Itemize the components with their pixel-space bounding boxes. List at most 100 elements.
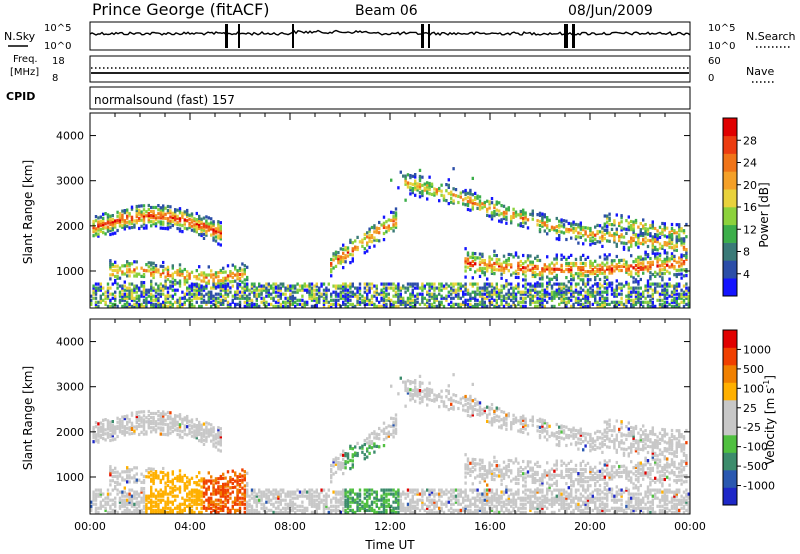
scatter-cell: [495, 260, 498, 264]
scatter-cell: [598, 296, 602, 300]
scatter-cell: [188, 498, 191, 502]
scatter-cell: [186, 433, 189, 437]
scatter-cell: [548, 279, 551, 283]
scatter-cell: [594, 265, 597, 269]
scatter-cell: [301, 302, 304, 306]
scatter-cell: [135, 266, 138, 270]
scatter-cell: [282, 300, 285, 304]
scatter-cell: [505, 207, 508, 211]
scatter-cell: [106, 221, 110, 225]
scatter-cell: [546, 275, 549, 279]
scatter-cell: [231, 263, 234, 267]
scatter-cell: [325, 506, 328, 510]
scatter-cell: [433, 191, 436, 195]
scatter-cell: [114, 429, 117, 433]
scatter-cell: [493, 211, 496, 216]
scatter-cell: [548, 282, 551, 286]
scatter-cell: [440, 282, 443, 286]
scatter-cell: [135, 284, 138, 288]
scatter-cell: [214, 506, 218, 510]
scatter-cell: [94, 233, 98, 237]
scatter-cell: [346, 284, 350, 288]
scatter-cell: [277, 288, 280, 292]
scatter-cell: [270, 284, 273, 288]
scatter-cell: [337, 492, 340, 496]
scatter-cell: [546, 255, 549, 259]
scatter-cell: [361, 238, 364, 242]
scatter-cell: [646, 302, 650, 306]
scatter-cell: [380, 282, 383, 286]
scatter-cell: [260, 286, 263, 290]
scatter-cell: [582, 304, 585, 308]
scatter-cell: [214, 304, 218, 308]
scatter-cell: [344, 284, 347, 288]
scatter-cell: [154, 214, 158, 218]
scatter-cell: [322, 292, 326, 296]
scatter-cell: [140, 304, 143, 308]
scatter-cell: [548, 267, 551, 271]
scatter-cell: [418, 183, 422, 187]
scatter-cell: [236, 302, 239, 306]
scatter-cell: [102, 422, 105, 426]
scatter-cell: [241, 272, 244, 276]
colorbar-tick-label: 28: [743, 134, 757, 147]
scatter-cell: [639, 265, 642, 269]
scatter-cell: [106, 423, 110, 427]
scatter-cell: [116, 474, 119, 478]
noise-spike: [428, 24, 430, 48]
scatter-cell: [181, 213, 184, 217]
scatter-cell: [291, 504, 294, 508]
scatter-cell: [171, 490, 174, 494]
scatter-cell: [543, 229, 546, 233]
scatter-cell: [188, 480, 191, 484]
scatter-cell: [351, 292, 354, 296]
scatter-cell: [262, 302, 266, 306]
scatter-cell: [649, 284, 652, 288]
scatter-cell: [342, 257, 345, 261]
scatter-cell: [296, 504, 299, 508]
scatter-cell: [140, 224, 143, 228]
scatter-cell: [668, 239, 671, 243]
scatter-cell: [639, 241, 642, 245]
scatter-cell: [140, 292, 143, 296]
scatter-cell: [166, 510, 170, 514]
scatter-cell: [680, 237, 683, 241]
scatter-cell: [402, 286, 405, 290]
scatter-cell: [500, 266, 503, 270]
scatter-cell: [250, 508, 254, 512]
scatter-cell: [200, 273, 203, 277]
scatter-cell: [670, 292, 674, 296]
scatter-cell: [534, 270, 537, 275]
scatter-cell: [572, 226, 575, 230]
scatter-cell: [301, 504, 304, 508]
scatter-cell: [154, 424, 158, 428]
scatter-cell: [433, 193, 436, 197]
scatter-cell: [426, 290, 429, 294]
scatter-cell: [483, 296, 486, 300]
scatter-cell: [358, 296, 362, 300]
scatter-cell: [469, 296, 472, 300]
scatter-cell: [498, 201, 501, 205]
scatter-cell: [318, 494, 321, 498]
scatter-cell: [603, 302, 606, 306]
scatter-cell: [394, 294, 398, 298]
scatter-cell: [366, 241, 369, 245]
scatter-cell: [128, 222, 131, 226]
scatter-cell: [150, 498, 153, 502]
scatter-cell: [178, 415, 182, 419]
scatter-cell: [668, 271, 671, 275]
scatter-cell: [342, 255, 345, 259]
scatter-cell: [128, 226, 131, 230]
scatter-cell: [166, 496, 170, 500]
scatter-cell: [685, 274, 688, 278]
scatter-cell: [310, 500, 314, 504]
scatter-cell: [380, 288, 383, 292]
scatter-cell: [668, 234, 671, 239]
scatter-cell: [478, 294, 482, 298]
scatter-cell: [241, 474, 244, 478]
scatter-cell: [661, 290, 664, 294]
scatter-cell: [582, 296, 585, 300]
scatter-cell: [541, 292, 544, 296]
scatter-cell: [296, 488, 299, 492]
scatter-cell: [265, 290, 268, 294]
